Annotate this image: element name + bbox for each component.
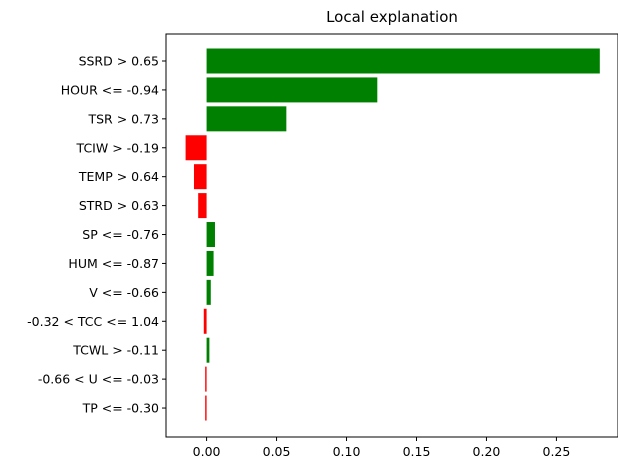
y-tick-label: HOUR <= -0.94 xyxy=(61,82,159,97)
x-tick-label: 0.10 xyxy=(333,444,361,459)
bars-layer xyxy=(185,48,600,421)
y-tick-label: TEMP > 0.64 xyxy=(78,169,159,184)
bar-3 xyxy=(185,135,207,161)
y-tick-label: SP <= -0.76 xyxy=(82,227,159,242)
y-tick-label: TCWL > -0.11 xyxy=(72,343,159,358)
x-tick-label: 0.20 xyxy=(473,444,501,459)
y-tick-label: -0.66 < U <= -0.03 xyxy=(38,372,159,387)
bar-6 xyxy=(206,222,215,248)
bar-7 xyxy=(206,250,214,276)
bar-0 xyxy=(206,48,600,74)
y-tick-labels: SSRD > 0.65 HOUR <= -0.94 TSR > 0.73 TCIW >… xyxy=(27,54,166,416)
chart-title: Local explanation xyxy=(326,8,458,26)
y-tick-label: STRD > 0.63 xyxy=(79,198,159,213)
bar-5 xyxy=(198,193,207,219)
bar-4 xyxy=(193,164,207,190)
x-axis-ticks: 0.00 0.05 0.10 0.15 0.20 0.25 xyxy=(193,437,571,459)
x-tick-label: 0.15 xyxy=(403,444,431,459)
bar-1 xyxy=(206,77,378,103)
y-tick-label: TSR > 0.73 xyxy=(87,111,159,126)
x-tick-label: 0.25 xyxy=(543,444,571,459)
bar-10 xyxy=(206,337,210,363)
bar-9 xyxy=(203,308,207,334)
y-tick-label: -0.32 < TCC <= 1.04 xyxy=(27,314,159,329)
x-tick-label: 0.05 xyxy=(263,444,291,459)
y-tick-label: SSRD > 0.65 xyxy=(79,54,159,69)
plot-frame xyxy=(165,33,618,438)
y-tick-label: V <= -0.66 xyxy=(89,285,159,300)
bar-11 xyxy=(205,366,207,392)
y-tick-label: HUM <= -0.87 xyxy=(68,256,159,271)
y-tick-label: TCIW > -0.19 xyxy=(76,140,159,155)
x-tick-label: 0.00 xyxy=(193,444,221,459)
bar-2 xyxy=(206,106,287,132)
bar-8 xyxy=(206,279,211,305)
y-tick-label: TP <= -0.30 xyxy=(82,401,159,416)
bar-12 xyxy=(205,395,207,421)
